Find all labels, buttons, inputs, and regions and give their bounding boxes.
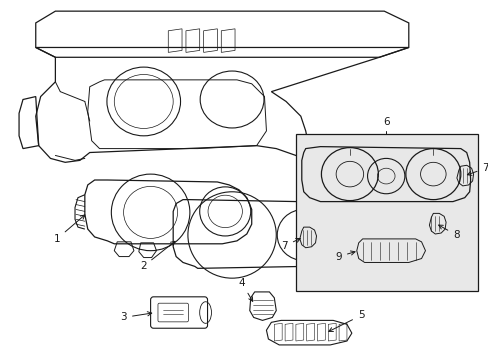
Text: 3: 3 [120,312,151,323]
Text: 5: 5 [328,310,364,332]
Bar [295,134,477,291]
Text: 7: 7 [467,163,488,175]
Text: 1: 1 [54,215,85,244]
Text: 6: 6 [382,117,389,127]
Text: 7: 7 [281,238,300,251]
Text: 9: 9 [335,251,354,262]
Text: 2: 2 [140,241,175,271]
Text: 4: 4 [238,278,252,301]
Text: 8: 8 [438,225,459,240]
